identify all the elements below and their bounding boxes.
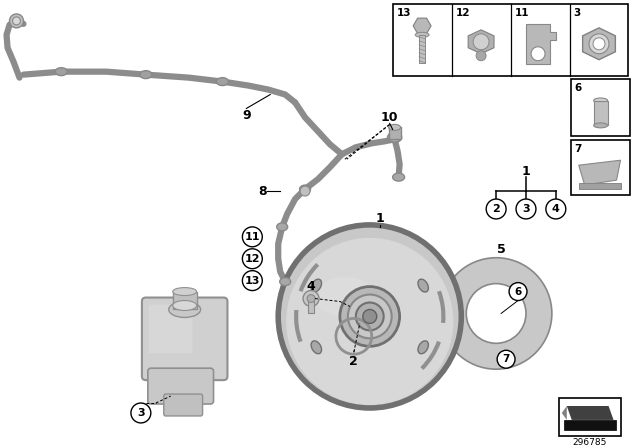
Circle shape — [243, 227, 262, 247]
Circle shape — [546, 199, 566, 219]
Bar — [564, 420, 616, 430]
Circle shape — [486, 199, 506, 219]
Text: 2: 2 — [492, 204, 500, 214]
Circle shape — [243, 249, 262, 269]
Bar — [571, 140, 630, 195]
Circle shape — [13, 17, 20, 25]
Bar — [571, 78, 630, 136]
Circle shape — [10, 14, 24, 28]
Circle shape — [497, 350, 515, 368]
Ellipse shape — [173, 301, 196, 310]
Circle shape — [307, 294, 315, 302]
Polygon shape — [468, 30, 494, 54]
Text: 3: 3 — [573, 8, 580, 18]
Ellipse shape — [300, 185, 310, 193]
Text: 1: 1 — [375, 212, 384, 225]
Text: 2: 2 — [349, 355, 358, 368]
Ellipse shape — [388, 132, 401, 142]
Text: 1: 1 — [522, 165, 531, 178]
Circle shape — [300, 186, 310, 196]
Ellipse shape — [280, 278, 291, 285]
Text: 296785: 296785 — [573, 438, 607, 447]
Text: 6: 6 — [515, 287, 522, 297]
Circle shape — [278, 225, 461, 408]
Polygon shape — [567, 406, 614, 420]
Bar — [388, 127, 401, 139]
Ellipse shape — [216, 78, 228, 86]
Text: 13: 13 — [244, 276, 260, 286]
Polygon shape — [579, 160, 621, 185]
Ellipse shape — [418, 279, 428, 292]
Circle shape — [340, 287, 399, 346]
Polygon shape — [562, 406, 567, 420]
Circle shape — [303, 291, 319, 306]
Bar — [579, 183, 621, 189]
Text: 9: 9 — [242, 109, 251, 122]
Circle shape — [467, 284, 526, 343]
Text: 5: 5 — [497, 243, 506, 256]
Ellipse shape — [276, 223, 287, 231]
Circle shape — [473, 34, 489, 50]
Ellipse shape — [169, 302, 200, 318]
Circle shape — [509, 283, 527, 301]
Circle shape — [243, 271, 262, 291]
Ellipse shape — [311, 341, 321, 354]
Circle shape — [531, 47, 545, 60]
Polygon shape — [413, 18, 431, 34]
Ellipse shape — [594, 123, 607, 128]
Circle shape — [516, 199, 536, 219]
Text: 12: 12 — [456, 8, 470, 18]
Ellipse shape — [140, 71, 152, 78]
Ellipse shape — [393, 173, 404, 181]
Text: 6: 6 — [575, 82, 582, 93]
Ellipse shape — [418, 341, 428, 354]
Polygon shape — [526, 24, 556, 64]
Ellipse shape — [315, 277, 375, 316]
Text: 4: 4 — [307, 280, 316, 293]
Ellipse shape — [55, 68, 67, 76]
Circle shape — [589, 34, 609, 54]
Bar — [419, 35, 425, 63]
Bar — [308, 298, 314, 314]
Circle shape — [440, 258, 552, 369]
FancyBboxPatch shape — [148, 368, 214, 404]
Text: 10: 10 — [381, 111, 399, 124]
Bar — [173, 292, 196, 310]
Circle shape — [131, 403, 151, 423]
Text: 3: 3 — [137, 408, 145, 418]
Polygon shape — [582, 28, 616, 60]
Bar — [393, 4, 628, 76]
Circle shape — [593, 38, 605, 50]
Bar — [594, 100, 607, 125]
Circle shape — [286, 238, 453, 405]
Bar — [559, 398, 621, 436]
Ellipse shape — [311, 279, 321, 292]
Circle shape — [348, 294, 392, 338]
Text: 7: 7 — [502, 354, 510, 364]
FancyBboxPatch shape — [142, 297, 227, 380]
Text: 4: 4 — [552, 204, 560, 214]
FancyBboxPatch shape — [164, 394, 203, 416]
Text: 13: 13 — [397, 8, 411, 18]
Text: 7: 7 — [575, 144, 582, 154]
Text: 3: 3 — [522, 204, 530, 214]
Text: 11: 11 — [244, 232, 260, 242]
Ellipse shape — [388, 125, 401, 130]
Circle shape — [363, 310, 377, 323]
Text: 8: 8 — [258, 185, 267, 198]
Ellipse shape — [594, 98, 607, 103]
Ellipse shape — [173, 288, 196, 296]
Ellipse shape — [415, 32, 429, 37]
FancyBboxPatch shape — [149, 305, 193, 353]
Circle shape — [476, 51, 486, 60]
Circle shape — [356, 302, 384, 330]
Text: 11: 11 — [515, 8, 529, 18]
Text: 12: 12 — [244, 254, 260, 264]
